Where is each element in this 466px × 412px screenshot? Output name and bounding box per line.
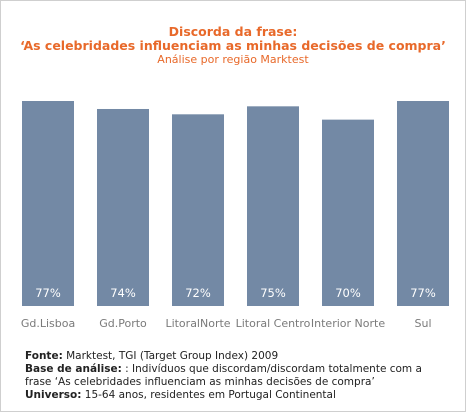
base-label: Base de análise:	[25, 363, 122, 375]
footnotes: Fonte: Marktest, TGI (Target Group Index…	[25, 350, 457, 402]
universe-label: Universo:	[25, 389, 82, 401]
base-text-line2: frase ‘As celebridades influenciam as mi…	[25, 376, 375, 388]
bars-group	[22, 101, 449, 307]
universe-text: 15-64 anos, residentes em Portugal Conti…	[81, 389, 336, 401]
base-note: Base de análise: : Indivíduos que discor…	[25, 363, 457, 376]
category-label-6: Sul	[414, 317, 431, 330]
value-label-3: 72%	[185, 286, 211, 300]
value-label-6: 77%	[410, 286, 436, 300]
source-text: Marktest, TGI (Target Group Index) 2009	[62, 350, 279, 362]
bar-3	[172, 114, 224, 306]
source-note: Fonte: Marktest, TGI (Target Group Index…	[25, 350, 457, 363]
category-label-2: Gd.Porto	[99, 317, 147, 330]
category-label-5: Interior Norte	[311, 317, 385, 330]
category-label-3: LitoralNorte	[165, 317, 230, 330]
source-label: Fonte:	[25, 350, 63, 362]
category-label-4: Litoral Centro	[236, 317, 311, 330]
chart-title: Discorda da frase:	[169, 24, 298, 39]
base-text: : Indivíduos que discordam/discordam tot…	[121, 363, 422, 375]
universe-note: Universo: 15-64 anos, residentes em Port…	[25, 389, 457, 402]
bar-2	[97, 108, 149, 306]
bar-4	[247, 106, 299, 306]
value-label-2: 74%	[110, 286, 136, 300]
category-labels-group: Gd.Lisboa Gd.Porto LitoralNorte Litoral Cen…	[21, 317, 432, 330]
bar-6	[397, 101, 449, 306]
base-note-line2: frase ‘As celebridades influenciam as mi…	[25, 376, 457, 389]
bar-chart: Discorda da frase: ‘As celebridades infl…	[20, 24, 449, 330]
value-label-1: 77%	[35, 286, 61, 300]
category-label-1: Gd.Lisboa	[21, 317, 75, 330]
bar-5	[322, 119, 374, 307]
bar-1	[22, 101, 74, 306]
value-label-5: 70%	[335, 286, 361, 300]
value-label-4: 75%	[260, 286, 286, 300]
chart-subtitle: Análise por região Marktest	[157, 53, 309, 66]
chart-title-line2: ‘As celebridades influenciam as minhas d…	[20, 38, 446, 53]
value-labels-group: 77% 74% 72% 75% 70% 77%	[35, 286, 436, 300]
